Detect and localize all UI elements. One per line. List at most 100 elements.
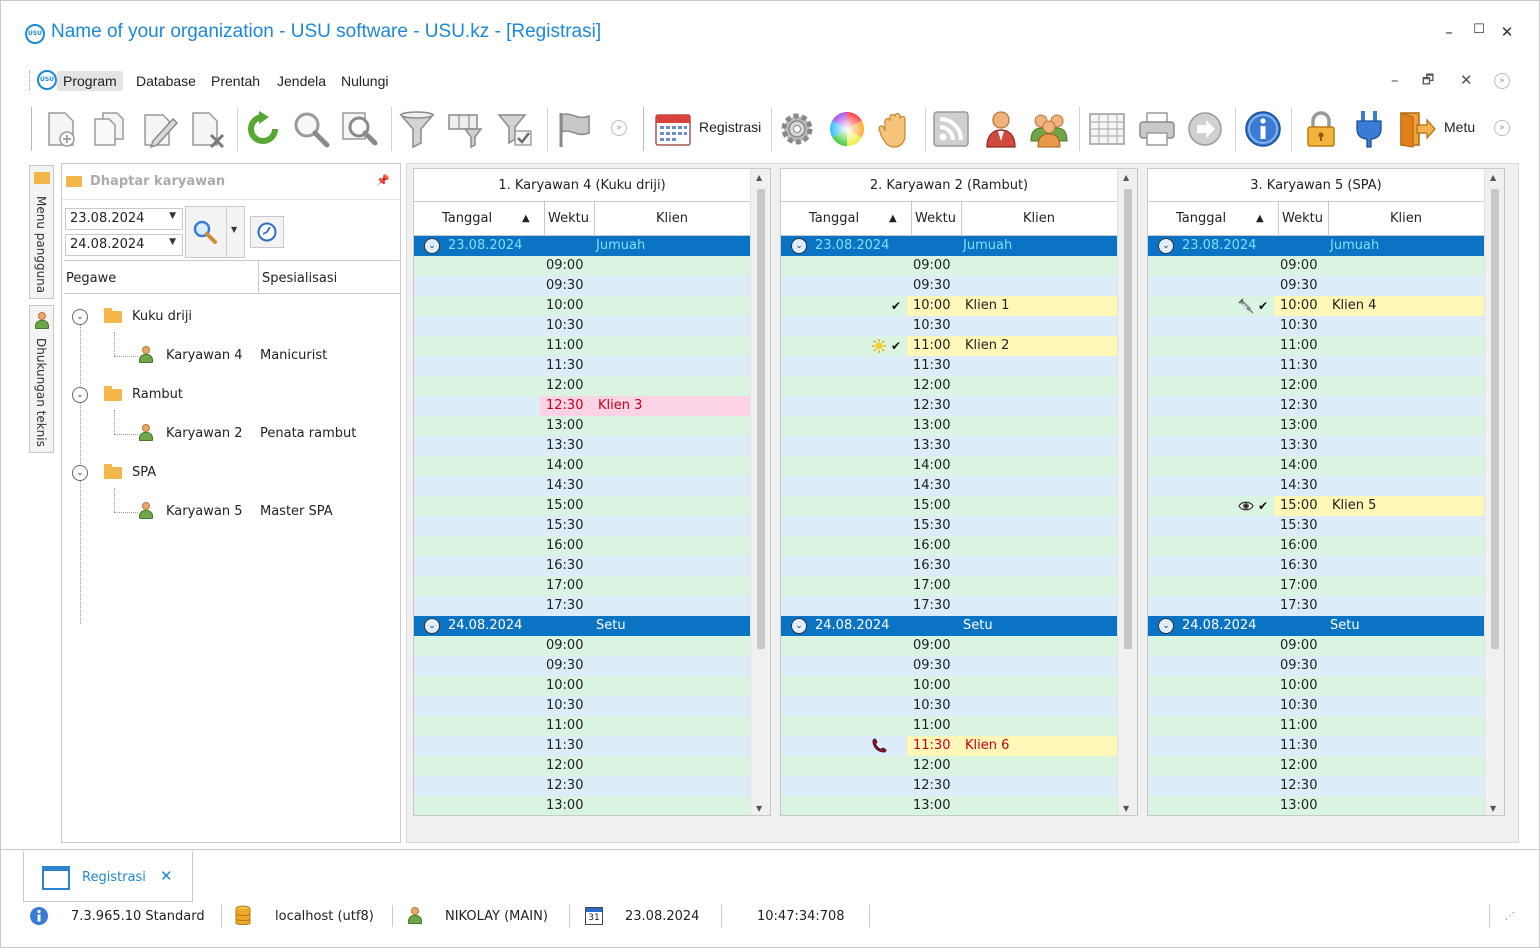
mdi-close-button[interactable]: ✕ <box>1460 71 1473 89</box>
col-employee[interactable]: Pegawe <box>66 271 117 286</box>
delete-record-icon[interactable] <box>187 109 227 149</box>
time-slot-row[interactable]: ✔ 15:00 Klien 5 <box>1148 496 1484 516</box>
sort-ascending-icon[interactable]: ▲ <box>889 213 897 224</box>
col-client[interactable]: Klien <box>1023 211 1055 226</box>
time-slot-row[interactable]: 09:00 <box>414 636 750 656</box>
registrasi-button[interactable]: Registrasi <box>699 119 762 135</box>
time-slot-row[interactable]: 12:00 <box>781 756 1117 776</box>
time-slot-row[interactable]: 16:00 <box>414 536 750 556</box>
time-slot-row[interactable]: 17:00 <box>1148 576 1484 596</box>
time-slot-row[interactable]: 11:30 <box>1148 356 1484 376</box>
time-slot-row[interactable]: 11:00 <box>414 716 750 736</box>
scroll-up-icon[interactable]: ▲ <box>756 173 763 182</box>
time-slot-row[interactable]: ✔ 10:00 Klien 4 <box>1148 296 1484 316</box>
filter-icon[interactable] <box>397 109 437 149</box>
time-slot-row[interactable]: ✔ 11:00 Klien 2 <box>781 336 1117 356</box>
filter-columns-icon[interactable] <box>445 109 485 149</box>
advanced-search-icon[interactable] <box>339 109 379 149</box>
time-slot-row[interactable]: 17:30 <box>1148 596 1484 616</box>
color-wheel-icon[interactable] <box>827 109 867 149</box>
time-slot-row[interactable]: 11:30 <box>1148 736 1484 756</box>
time-slot-row[interactable]: 11:30 Klien 6 <box>781 736 1117 756</box>
time-slot-row[interactable]: 13:30 <box>781 436 1117 456</box>
printer-icon[interactable] <box>1137 109 1177 149</box>
time-slot-row[interactable]: 14:00 <box>1148 456 1484 476</box>
chevron-down-icon[interactable]: ▼ <box>169 237 176 247</box>
vertical-scrollbar[interactable]: ▲ ▼ <box>750 169 770 815</box>
time-slot-row[interactable]: 13:00 <box>781 796 1117 815</box>
time-slot-row[interactable]: 09:00 <box>781 256 1117 276</box>
scroll-thumb[interactable] <box>1491 189 1499 649</box>
scroll-down-icon[interactable]: ▼ <box>1123 804 1130 813</box>
time-slot-row[interactable]: 11:00 <box>1148 336 1484 356</box>
time-slot-row[interactable]: 10:00 <box>414 296 750 316</box>
search-icon[interactable] <box>291 109 331 149</box>
time-slot-row[interactable]: 10:00 <box>781 676 1117 696</box>
plug-icon[interactable] <box>1349 109 1389 149</box>
collapse-day-icon[interactable]: ⌄ <box>424 238 440 254</box>
scroll-up-icon[interactable]: ▲ <box>1123 173 1130 182</box>
day-header-row[interactable]: ⌄ 23.08.2024 Jumuah <box>781 236 1117 256</box>
pin-icon[interactable]: 📌 <box>376 174 390 187</box>
time-slot-row[interactable]: 17:00 <box>414 576 750 596</box>
time-slot-row[interactable]: 17:30 <box>414 596 750 616</box>
time-slot-row[interactable]: 17:00 <box>781 576 1117 596</box>
time-slot-row[interactable]: 16:00 <box>1148 536 1484 556</box>
col-date[interactable]: Tanggal <box>1176 211 1227 226</box>
toolbar-more-icon[interactable]: » <box>611 120 627 136</box>
time-slot-row[interactable]: 13:00 <box>414 416 750 436</box>
toolbar-more-icon-2[interactable]: » <box>1494 120 1510 136</box>
time-slot-row[interactable]: 10:30 <box>414 316 750 336</box>
exit-door-icon[interactable] <box>1397 109 1437 149</box>
mdi-restore-button[interactable]: 🗗 <box>1422 73 1435 88</box>
time-slot-row[interactable]: 11:00 <box>414 336 750 356</box>
hand-icon[interactable] <box>875 109 915 149</box>
tab-user-menu[interactable]: Menu pangguna <box>29 165 54 299</box>
time-slot-row[interactable]: 16:00 <box>781 536 1117 556</box>
time-slot-row[interactable]: 11:00 <box>781 716 1117 736</box>
clock-button[interactable] <box>250 216 284 248</box>
time-slot-row[interactable]: 13:00 <box>1148 796 1484 815</box>
collapse-icon[interactable]: ⌄ <box>72 387 88 403</box>
time-slot-row[interactable]: 10:30 <box>414 696 750 716</box>
time-slot-row[interactable]: 14:00 <box>781 456 1117 476</box>
time-slot-row[interactable]: 10:30 <box>1148 316 1484 336</box>
day-header-row[interactable]: ⌄ 23.08.2024 Jumuah <box>414 236 750 256</box>
info-icon[interactable] <box>1243 109 1283 149</box>
collapse-day-icon[interactable]: ⌄ <box>424 618 440 634</box>
time-slot-row[interactable]: 13:00 <box>781 416 1117 436</box>
minimize-button[interactable]: – <box>1445 23 1453 41</box>
day-header-row[interactable]: ⌄ 24.08.2024 Setu <box>781 616 1117 636</box>
mdi-minimize-button[interactable]: – <box>1391 71 1399 89</box>
time-slot-row[interactable]: 17:30 <box>781 596 1117 616</box>
time-slot-row[interactable]: 15:30 <box>414 516 750 536</box>
time-slot-row[interactable]: 14:30 <box>781 476 1117 496</box>
scroll-thumb[interactable] <box>757 189 765 649</box>
tree-group-rambut[interactable]: ⌄ Rambut <box>64 376 398 414</box>
time-slot-row[interactable]: 09:00 <box>781 636 1117 656</box>
day-header-row[interactable]: ⌄ 23.08.2024 Jumuah <box>1148 236 1484 256</box>
time-slot-row[interactable]: 10:30 <box>1148 696 1484 716</box>
time-slot-row[interactable]: 11:30 <box>781 356 1117 376</box>
time-slot-row[interactable]: 09:30 <box>1148 276 1484 296</box>
sort-ascending-icon[interactable]: ▲ <box>522 213 530 224</box>
time-slot-row[interactable]: 09:30 <box>414 656 750 676</box>
collapse-day-icon[interactable]: ⌄ <box>1158 618 1174 634</box>
time-slot-row[interactable]: 13:30 <box>1148 436 1484 456</box>
time-slot-row[interactable]: 12:30 Klien 3 <box>414 396 750 416</box>
scroll-down-icon[interactable]: ▼ <box>756 804 763 813</box>
time-slot-row[interactable]: 16:30 <box>1148 556 1484 576</box>
close-button[interactable]: ✕ <box>1500 23 1514 41</box>
collapse-day-icon[interactable]: ⌄ <box>791 238 807 254</box>
time-slot-row[interactable]: 11:00 <box>1148 716 1484 736</box>
time-slot-row[interactable]: 16:30 <box>781 556 1117 576</box>
time-slot-row[interactable]: 09:00 <box>1148 256 1484 276</box>
settings-gear-icon[interactable] <box>777 109 817 149</box>
time-slot-row[interactable]: 15:30 <box>1148 516 1484 536</box>
menu-program[interactable]: Program <box>57 71 123 91</box>
date-from-field[interactable]: 23.08.2024 ▼ <box>65 208 183 230</box>
exit-button[interactable]: Metu <box>1444 119 1476 135</box>
day-header-row[interactable]: ⌄ 24.08.2024 Setu <box>1148 616 1484 636</box>
col-client[interactable]: Klien <box>656 211 688 226</box>
time-slot-row[interactable]: 13:00 <box>414 796 750 815</box>
